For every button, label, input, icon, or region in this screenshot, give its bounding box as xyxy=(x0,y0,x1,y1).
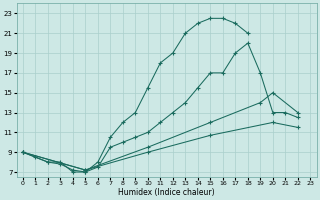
X-axis label: Humidex (Indice chaleur): Humidex (Indice chaleur) xyxy=(118,188,215,197)
